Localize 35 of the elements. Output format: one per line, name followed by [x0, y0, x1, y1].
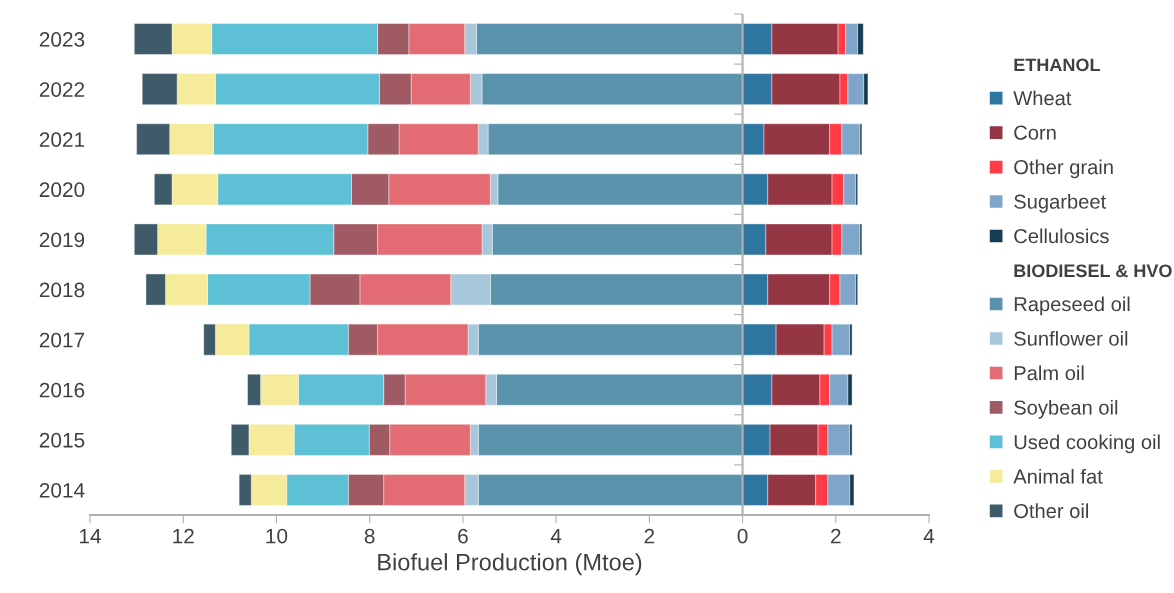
y-tick-label: 2023	[39, 32, 85, 47]
y-tick-label: 2014	[39, 482, 85, 498]
legend-label: Corn	[1014, 125, 1056, 140]
legend-label: Sunflower oil	[1014, 330, 1128, 346]
y-tick-label: 2021	[39, 132, 85, 147]
x-tick-label: 4	[923, 528, 935, 544]
y-tick-label: 2020	[39, 182, 85, 198]
x-tick-label: 6	[458, 528, 468, 544]
legend-label: Soybean oil	[1014, 399, 1118, 419]
y-tick-label: 2019	[39, 232, 85, 248]
x-tick-label: 4	[550, 528, 562, 544]
legend-label: Animal fat	[1013, 468, 1103, 484]
legend-label: Other grain	[1014, 159, 1113, 179]
legend-label: Sugarbeet	[1014, 193, 1107, 213]
y-tick-label: 2016	[39, 382, 85, 398]
legend-label: Other oil	[1014, 503, 1089, 519]
text: BIODIESEL & HVO	[1014, 264, 1172, 278]
y-tick-label: 2017	[39, 332, 85, 348]
y-tick-label: 2022	[39, 82, 85, 97]
legend-label: Rapeseed oil	[1014, 296, 1130, 316]
x-tick-label: 8	[364, 528, 375, 544]
y-tick-label: 2015	[39, 432, 85, 448]
x-tick-label: 2	[644, 528, 655, 544]
x-tick-label: 14	[80, 528, 101, 544]
text: ETHANOL	[1014, 58, 1100, 72]
legend-label: Used cooking oil	[1014, 434, 1160, 454]
x-tick-label: 0	[737, 528, 748, 544]
x-tick-label: 10	[266, 528, 288, 544]
x-tick-label: 12	[173, 528, 194, 544]
legend-label: Cellulosics	[1014, 228, 1109, 244]
y-tick-label: 2018	[39, 282, 85, 298]
legend-label: Wheat	[1013, 90, 1072, 106]
x-axis-title: Biofuel Production (Mtoe)	[378, 553, 642, 576]
legend-label: Palm oil	[1014, 365, 1084, 381]
x-tick-label: 2	[831, 528, 841, 544]
